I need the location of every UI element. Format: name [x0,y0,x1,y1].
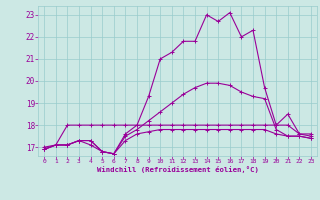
X-axis label: Windchill (Refroidissement éolien,°C): Windchill (Refroidissement éolien,°C) [97,166,259,173]
